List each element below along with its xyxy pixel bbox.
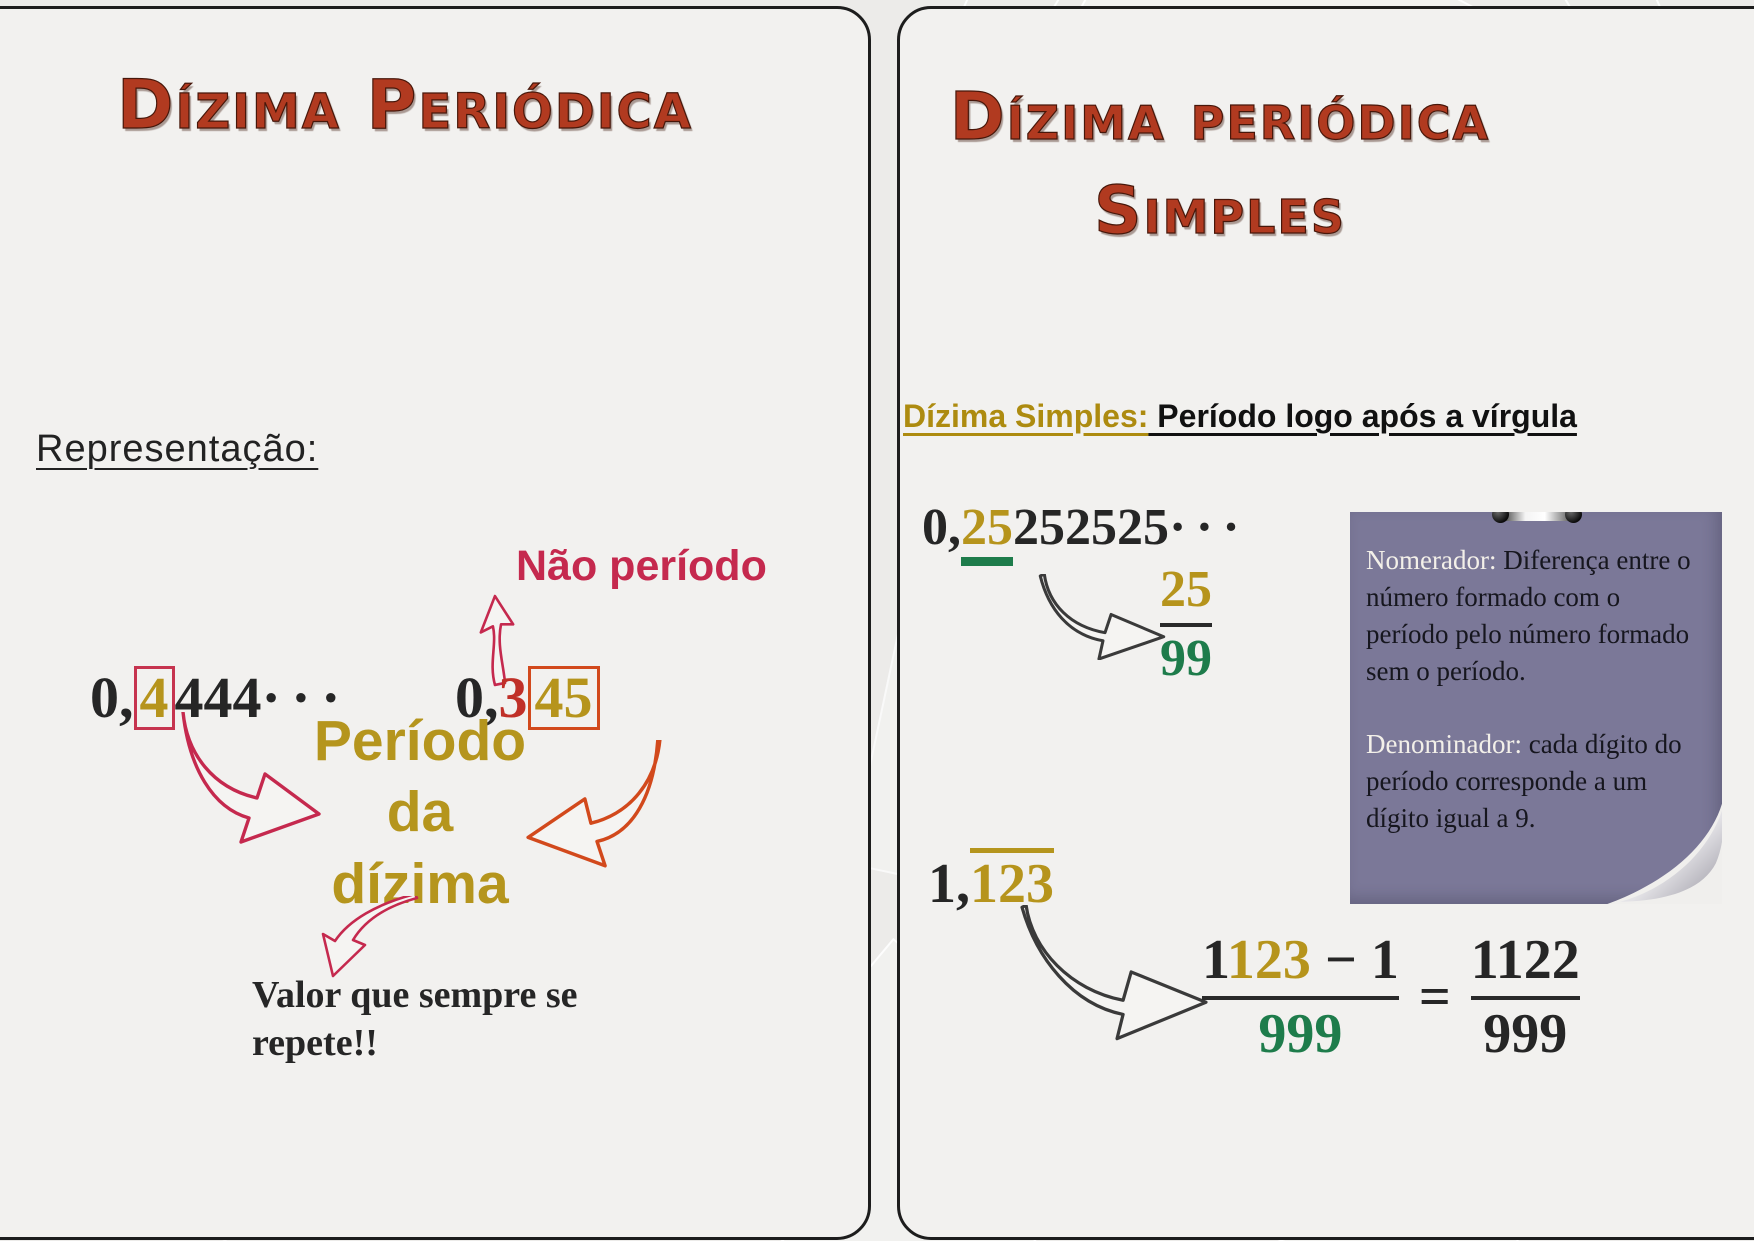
ellipsis: ··· bbox=[1169, 499, 1250, 556]
period-box: 4 bbox=[133, 665, 175, 730]
equation-numerator: 1123 − 1 bbox=[1202, 928, 1399, 992]
number-rest: 444 bbox=[174, 665, 262, 730]
block-arrow-gray-large-icon bbox=[1020, 905, 1208, 1041]
rule-note: Nomerador: Diferença entre o número form… bbox=[1350, 512, 1722, 904]
right-panel-title-line1: Dízima periódica bbox=[949, 77, 1491, 155]
heading-rest: Período logo após a vírgula bbox=[1148, 398, 1577, 434]
fraction-bar bbox=[1160, 623, 1212, 627]
fraction-denominator: 999 bbox=[1483, 1003, 1568, 1065]
fraction-numerator: 25 bbox=[1160, 561, 1212, 618]
fraction-denominator: 999 bbox=[1258, 1003, 1343, 1065]
example-0345: 0,3 45 bbox=[455, 664, 600, 731]
left-panel-title: Dízima Periódica bbox=[116, 65, 693, 145]
numerator-black-digit: 1 bbox=[1202, 929, 1229, 991]
period-digits-underlined: 25 bbox=[961, 502, 1013, 566]
fraction-numerator: 1122 bbox=[1470, 929, 1580, 991]
rule-note-text: Nomerador: Diferença entre o número form… bbox=[1366, 542, 1706, 837]
numerator-period-digits: 123 bbox=[1228, 929, 1311, 991]
example-1123: 1,123 bbox=[928, 848, 1054, 916]
number-prefix: 0, bbox=[90, 665, 134, 730]
fraction-bar bbox=[1470, 996, 1580, 1000]
ellipsis: ··· bbox=[261, 665, 351, 730]
non-period-label: Não período bbox=[516, 542, 767, 590]
block-arrow-left-icon bbox=[526, 740, 662, 868]
denominator-label: Denominador: bbox=[1366, 729, 1522, 759]
curved-arrow-down-icon bbox=[321, 896, 419, 978]
block-arrow-right-icon bbox=[181, 712, 321, 844]
repeating-value-note: Valor que sempre se repete!! bbox=[252, 974, 578, 1064]
page-curl-icon bbox=[1607, 803, 1722, 904]
fraction-denominator: 99 bbox=[1160, 630, 1212, 687]
example-0444: 0, 4 444··· bbox=[90, 664, 351, 731]
period-digits-overlined: 123 bbox=[970, 848, 1054, 912]
numerator-label: Nomerador: bbox=[1366, 545, 1497, 575]
period-digit: 4 bbox=[139, 665, 169, 730]
right-panel-title-line2: Simples bbox=[1093, 171, 1346, 249]
simple-decimal-heading: Dízima Simples: Período logo após a vírg… bbox=[903, 398, 1577, 435]
curved-arrow-up-icon bbox=[479, 594, 515, 687]
numerator-text: Diferença entre o número formado com o p… bbox=[1366, 545, 1691, 686]
number-prefix: 1, bbox=[928, 853, 970, 915]
number-rest: 252525 bbox=[1013, 499, 1169, 556]
period-of-decimal-label: Período da dízima bbox=[313, 709, 527, 916]
non-period-digit: 3 bbox=[498, 665, 528, 730]
conversion-equation: 1123 − 1 999 = 1122 999 bbox=[1202, 928, 1580, 1066]
fraction-bar bbox=[1202, 996, 1399, 1000]
representation-label: Representação: bbox=[36, 428, 319, 470]
numerator-minus-one: − 1 bbox=[1310, 929, 1399, 991]
fraction-25-99: 25 99 bbox=[1160, 560, 1212, 688]
note-gap bbox=[1366, 690, 1706, 726]
heading-lead: Dízima Simples: bbox=[903, 398, 1149, 434]
number-prefix: 0, bbox=[455, 665, 499, 730]
period-digits: 45 bbox=[534, 665, 593, 730]
equals-sign: = bbox=[1418, 966, 1451, 1028]
example-025: 0,25252525··· bbox=[922, 498, 1249, 566]
fraction-1123-999: 1123 − 1 999 bbox=[1202, 928, 1399, 1066]
block-arrow-gray-small-icon bbox=[1038, 574, 1166, 660]
number-prefix: 0, bbox=[922, 499, 961, 556]
period-box: 45 bbox=[527, 665, 600, 730]
left-card bbox=[0, 6, 871, 1240]
denominator-text: cada dígito do período corresponde a um … bbox=[1366, 729, 1682, 833]
pin-icon bbox=[1492, 512, 1582, 523]
fraction-1122-999: 1122 999 bbox=[1470, 928, 1580, 1066]
